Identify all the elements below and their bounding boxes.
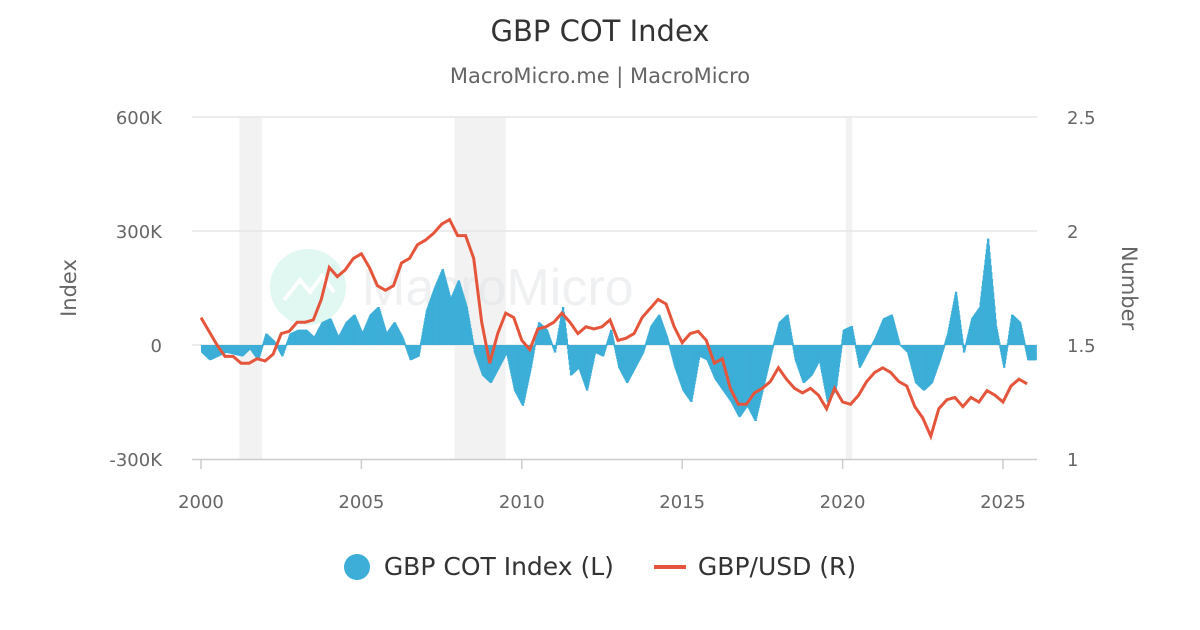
watermark-text: MacroMicro bbox=[362, 259, 634, 317]
x-tick-label: 2005 bbox=[338, 492, 384, 513]
cot-bar bbox=[942, 345, 945, 348]
cot-bar bbox=[403, 342, 406, 345]
x-tick-label: 2000 bbox=[178, 492, 224, 513]
cot-bar bbox=[964, 345, 967, 348]
cot-bar bbox=[612, 341, 615, 345]
legend-item-cot[interactable]: GBP COT Index (L) bbox=[343, 552, 614, 581]
cot-bar bbox=[613, 344, 616, 345]
cot-bar bbox=[1005, 345, 1008, 352]
cot-bar bbox=[532, 345, 536, 351]
legend-dot-icon bbox=[343, 553, 370, 580]
y-right-tick: 2 bbox=[1067, 222, 1078, 243]
cot-bar bbox=[284, 345, 288, 346]
cot-bar bbox=[998, 342, 1001, 345]
cot-bar bbox=[550, 342, 553, 345]
x-tick-label: 2020 bbox=[820, 492, 866, 513]
cot-bar bbox=[943, 345, 946, 346]
legend-line-icon bbox=[653, 564, 686, 569]
cot-bar bbox=[605, 345, 608, 347]
cot-bar bbox=[566, 343, 569, 345]
cot-bar bbox=[1022, 339, 1026, 345]
cot-bar bbox=[869, 345, 873, 347]
cot-bar bbox=[261, 345, 264, 346]
cot-bar bbox=[997, 338, 1000, 345]
cot-bar bbox=[284, 345, 287, 348]
cot-bar bbox=[870, 345, 873, 346]
gbpusd-line bbox=[199, 217, 1028, 441]
cot-bar bbox=[898, 342, 901, 345]
legend-label: GBP/USD (R) bbox=[697, 552, 857, 581]
legend-label: GBP COT Index (L) bbox=[383, 552, 614, 581]
y-right-tick: 1 bbox=[1067, 450, 1078, 471]
cot-bar bbox=[643, 345, 647, 347]
cot-bar bbox=[418, 345, 422, 350]
cot-bar bbox=[839, 345, 842, 354]
cot-bar bbox=[667, 342, 670, 345]
chart-title: GBP COT Index bbox=[490, 14, 710, 48]
cot-bar bbox=[471, 338, 474, 345]
y-right-tick: 2.5 bbox=[1067, 108, 1096, 129]
y-left-tick: 300K bbox=[116, 222, 163, 243]
cot-bar bbox=[668, 344, 671, 345]
recession-band bbox=[454, 117, 506, 459]
cot-bar bbox=[771, 345, 775, 348]
y-left-label: Index bbox=[57, 259, 81, 317]
cot-bar bbox=[419, 345, 422, 346]
cot-bar bbox=[565, 338, 568, 345]
legend: GBP COT Index (L) GBP/USD (R) bbox=[0, 552, 1200, 581]
recession-band bbox=[239, 117, 262, 459]
cot-bar bbox=[1034, 345, 1037, 361]
cot-bar bbox=[260, 345, 264, 348]
cot-bar bbox=[853, 342, 857, 345]
x-tick-label: 2010 bbox=[499, 492, 545, 513]
cot-bar bbox=[403, 344, 407, 345]
cot-bar bbox=[790, 339, 794, 345]
cot-bar bbox=[643, 345, 646, 349]
cot-bar bbox=[471, 342, 475, 345]
cot-bar bbox=[555, 345, 558, 346]
cot-bar bbox=[791, 342, 794, 345]
cot-bar bbox=[961, 338, 964, 345]
recession-band bbox=[845, 117, 853, 459]
watermark-logo: MacroMicro bbox=[270, 249, 634, 325]
y-left-tick: -300K bbox=[109, 450, 163, 471]
y-left-tick: 600K bbox=[116, 108, 163, 129]
x-tick-label: 2015 bbox=[659, 492, 705, 513]
cot-bar bbox=[840, 345, 843, 349]
cot-bar bbox=[604, 345, 607, 349]
x-tick-label: 2025 bbox=[980, 492, 1026, 513]
cot-bar bbox=[1006, 345, 1009, 348]
cot-bar bbox=[961, 343, 965, 345]
legend-item-gbpusd[interactable]: GBP/USD (R) bbox=[653, 552, 857, 581]
y-left-tick: 0 bbox=[151, 336, 162, 357]
chart-subtitle: MacroMicro.me | MacroMicro bbox=[449, 64, 751, 88]
cot-bar bbox=[1023, 342, 1026, 345]
cot-bar bbox=[533, 345, 536, 347]
cot-bar bbox=[550, 343, 554, 345]
y-right-tick: 1.5 bbox=[1067, 336, 1096, 357]
cot-bar bbox=[853, 338, 856, 345]
cot-bar bbox=[772, 345, 775, 346]
cot-bar bbox=[554, 345, 557, 350]
y-right-label: Number bbox=[1117, 246, 1141, 331]
cot-bar bbox=[963, 345, 966, 350]
